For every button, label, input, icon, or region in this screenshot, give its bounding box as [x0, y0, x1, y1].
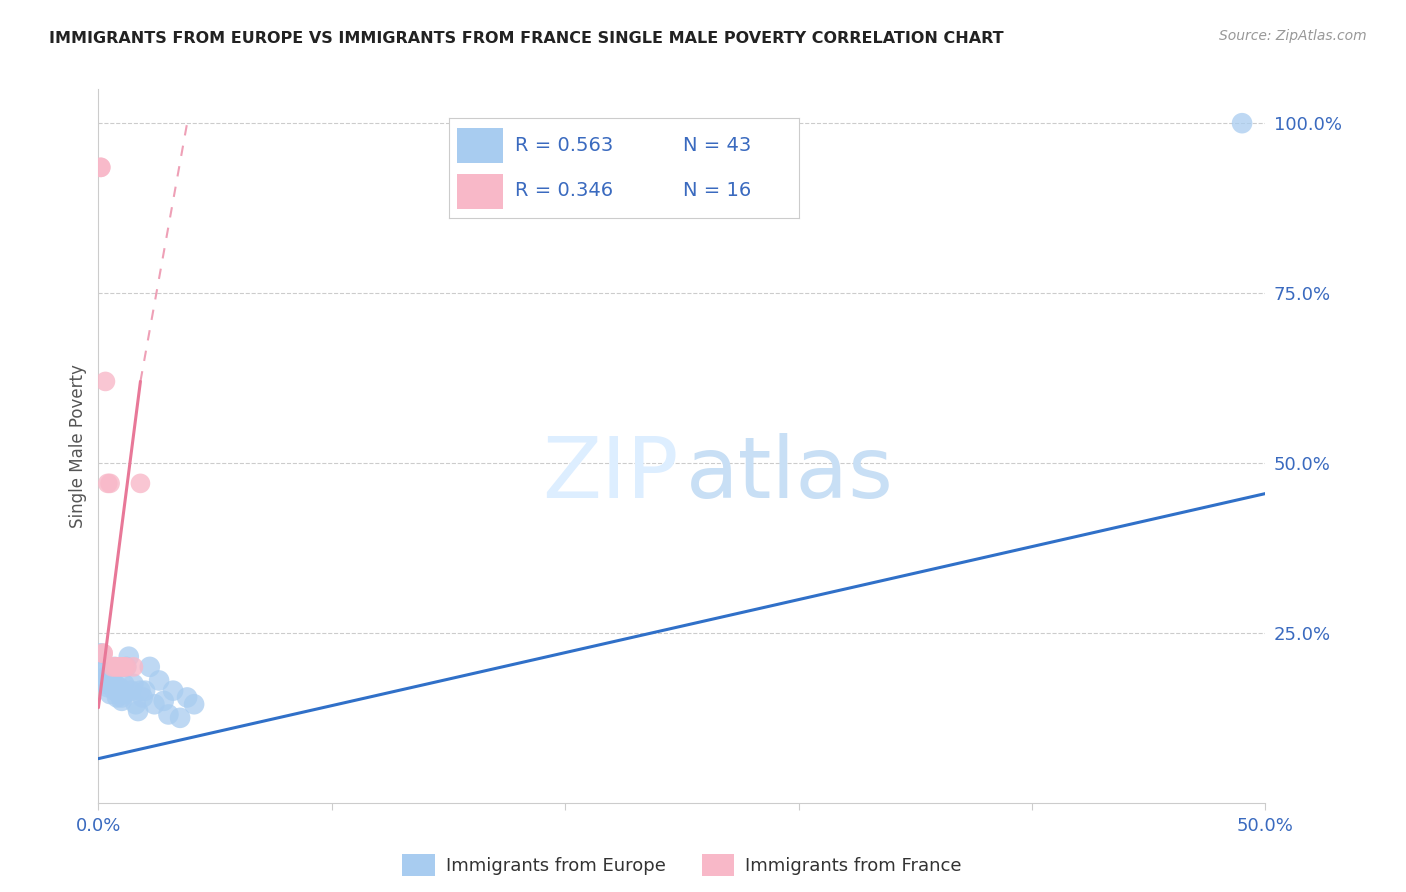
Point: [111, 690, 134, 705]
Point: [108, 680, 131, 694]
Point: [108, 687, 131, 701]
Point: [105, 683, 128, 698]
Point: [122, 677, 145, 691]
Point: [1230, 116, 1253, 130]
Text: R = 0.563: R = 0.563: [515, 136, 613, 154]
Y-axis label: Single Male Poverty: Single Male Poverty: [69, 364, 87, 528]
Point: [104, 660, 127, 674]
Point: [97, 673, 120, 688]
Text: ZIP: ZIP: [541, 433, 679, 516]
Point: [98, 687, 121, 701]
Point: [120, 683, 142, 698]
Text: N = 43: N = 43: [683, 136, 751, 154]
Point: [112, 677, 135, 691]
Point: [94, 670, 117, 684]
Point: [101, 677, 124, 691]
Point: [90, 161, 112, 175]
Point: [111, 683, 134, 698]
Point: [97, 680, 120, 694]
Point: [162, 683, 184, 698]
Point: [112, 687, 135, 701]
Point: [127, 704, 149, 718]
Point: [104, 677, 127, 691]
Point: [94, 677, 117, 691]
Point: [105, 660, 128, 674]
Point: [91, 646, 114, 660]
Point: [101, 660, 124, 674]
Text: atlas: atlas: [685, 433, 893, 516]
Point: [104, 683, 127, 698]
Point: [101, 666, 124, 681]
Point: [139, 660, 162, 674]
Point: [143, 698, 166, 712]
Point: [98, 670, 121, 684]
Point: [90, 161, 112, 175]
Point: [112, 660, 135, 674]
Point: [108, 660, 131, 674]
FancyBboxPatch shape: [457, 174, 503, 209]
Text: R = 0.346: R = 0.346: [515, 181, 613, 200]
Point: [105, 690, 128, 705]
Point: [111, 660, 134, 674]
Point: [134, 683, 156, 698]
Point: [125, 698, 148, 712]
Point: [157, 707, 180, 722]
Point: [97, 476, 120, 491]
Point: [104, 660, 127, 674]
Point: [176, 690, 198, 705]
Point: [169, 711, 191, 725]
Point: [152, 694, 174, 708]
Point: [129, 476, 152, 491]
Point: [91, 660, 114, 674]
Point: [111, 694, 134, 708]
Point: [94, 375, 117, 389]
Point: [115, 660, 138, 674]
Text: N = 16: N = 16: [683, 181, 751, 200]
Point: [98, 476, 121, 491]
Point: [91, 646, 114, 660]
Point: [91, 663, 114, 677]
Point: [122, 660, 145, 674]
Point: [183, 698, 205, 712]
Point: [129, 683, 152, 698]
Point: [132, 690, 155, 705]
FancyBboxPatch shape: [457, 128, 503, 162]
Point: [148, 673, 170, 688]
Point: [98, 677, 121, 691]
Point: [115, 660, 138, 674]
Point: [90, 646, 112, 660]
Text: Source: ZipAtlas.com: Source: ZipAtlas.com: [1219, 29, 1367, 43]
Point: [118, 649, 141, 664]
Text: IMMIGRANTS FROM EUROPE VS IMMIGRANTS FROM FRANCE SINGLE MALE POVERTY CORRELATION: IMMIGRANTS FROM EUROPE VS IMMIGRANTS FRO…: [49, 31, 1004, 46]
Legend: Immigrants from Europe, Immigrants from France: Immigrants from Europe, Immigrants from …: [402, 854, 962, 876]
